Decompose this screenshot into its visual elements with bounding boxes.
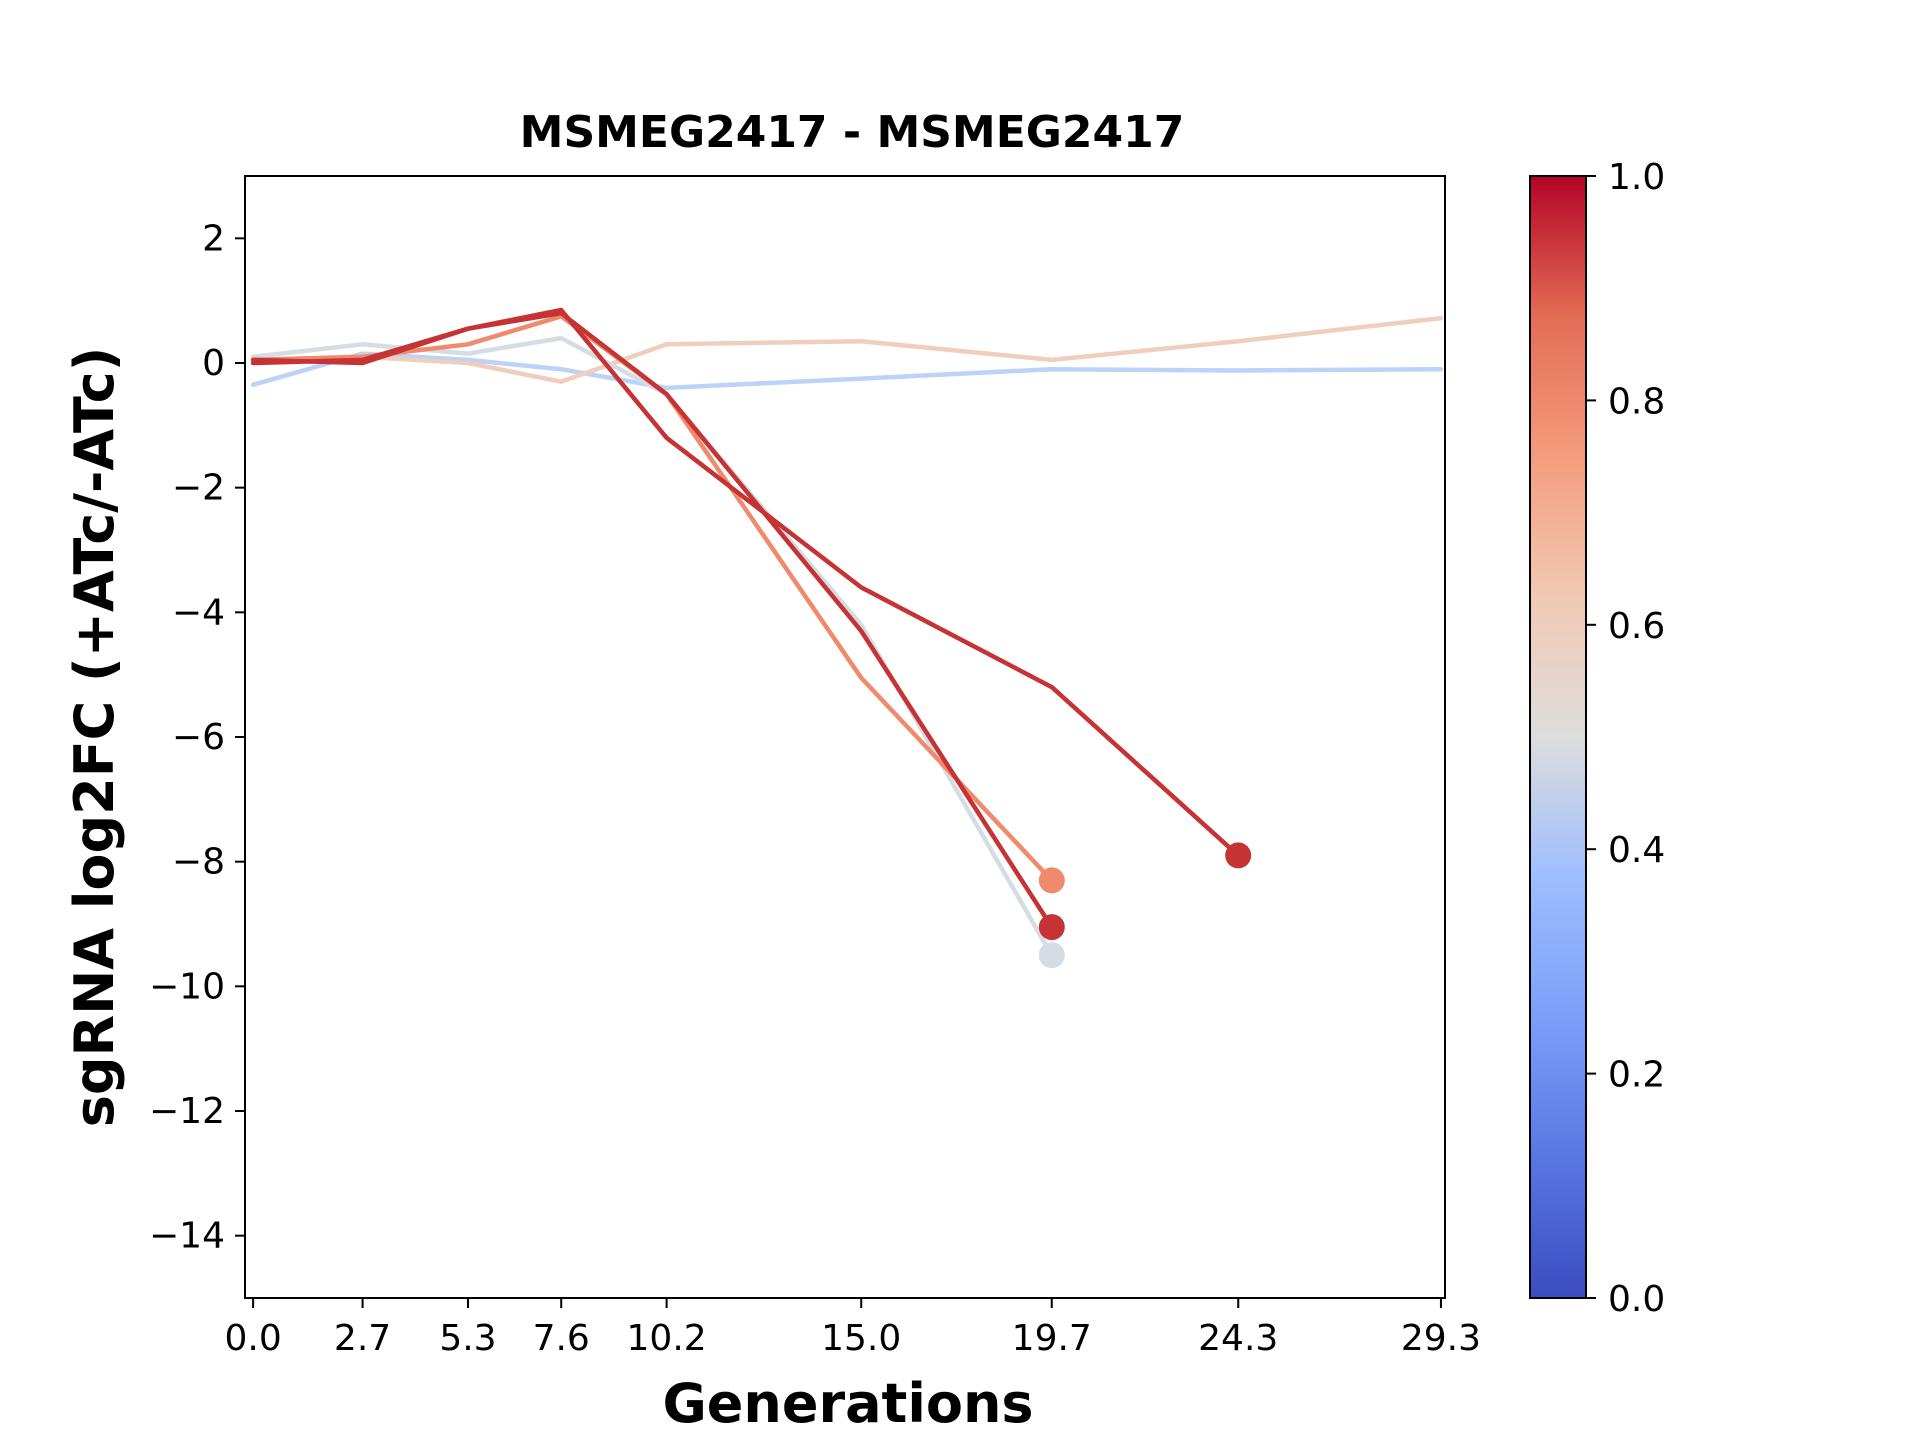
chart-title: MSMEG2417 - MSMEG2417 bbox=[520, 107, 1185, 158]
series-line-1 bbox=[250, 315, 1444, 384]
y-tick-label-7: −12 bbox=[149, 1091, 225, 1132]
x-axis-label: Generations bbox=[662, 1372, 1033, 1435]
series-line-5 bbox=[250, 307, 1241, 858]
plot-area bbox=[244, 175, 1446, 1299]
y-tick-label-5: −8 bbox=[172, 842, 225, 883]
series-end-point-2 bbox=[1038, 942, 1065, 969]
colorbar-tick-label-2: 0.4 bbox=[1608, 830, 1665, 871]
series-end-point-3 bbox=[1038, 867, 1065, 894]
y-axis-label: sgRNA log2FC (+ATc/-ATc) bbox=[63, 347, 126, 1128]
x-tick-label-8: 29.3 bbox=[1401, 1318, 1481, 1359]
y-tick-label-8: −14 bbox=[149, 1216, 225, 1257]
x-tick-label-0: 0.0 bbox=[224, 1318, 281, 1359]
y-tick-label-2: −2 bbox=[172, 468, 225, 509]
y-tick-label-4: −6 bbox=[172, 717, 225, 758]
colorbar-ticks: 0.0 0.2 0.4 0.6 0.8 1.0 bbox=[1586, 157, 1665, 1320]
x-tick-label-5: 15.0 bbox=[821, 1318, 901, 1359]
colorbar-tick-label-3: 0.6 bbox=[1608, 606, 1665, 647]
x-tick-label-2: 5.3 bbox=[439, 1318, 496, 1359]
y-axis-ticks: 2 0 −2 −4 −6 −8 −10 −12 −14 bbox=[149, 218, 245, 1257]
series-end-point-4 bbox=[1038, 914, 1065, 941]
colorbar-tick-label-0: 0.0 bbox=[1608, 1279, 1665, 1320]
colorbar-tick-label-1: 0.2 bbox=[1608, 1055, 1665, 1096]
series-line-2 bbox=[250, 335, 1055, 958]
x-tick-label-3: 7.6 bbox=[533, 1318, 590, 1359]
x-tick-label-6: 19.7 bbox=[1012, 1318, 1092, 1359]
y-tick-label-1: 0 bbox=[202, 343, 225, 384]
series-end-point-5 bbox=[1225, 842, 1252, 869]
colorbar-tick-label-4: 0.8 bbox=[1608, 381, 1665, 422]
colorbar: 0.0 0.2 0.4 0.6 0.8 1.0 bbox=[1529, 157, 1665, 1320]
x-axis-ticks: 0.0 2.7 5.3 7.6 10.2 15.0 19.7 24.3 29.3 bbox=[224, 1298, 1481, 1359]
y-tick-label-6: −10 bbox=[149, 966, 225, 1007]
series-layer bbox=[250, 307, 1444, 969]
x-tick-label-4: 10.2 bbox=[627, 1318, 707, 1359]
colorbar-tick-label-5: 1.0 bbox=[1608, 157, 1665, 198]
y-tick-label-0: 2 bbox=[202, 218, 225, 259]
x-tick-label-7: 24.3 bbox=[1198, 1318, 1278, 1359]
colorbar-gradient bbox=[1529, 175, 1587, 1299]
y-tick-label-3: −4 bbox=[172, 592, 225, 633]
x-tick-label-1: 2.7 bbox=[334, 1318, 391, 1359]
series-line-0 bbox=[250, 351, 1444, 391]
series-line-3 bbox=[250, 314, 1055, 883]
